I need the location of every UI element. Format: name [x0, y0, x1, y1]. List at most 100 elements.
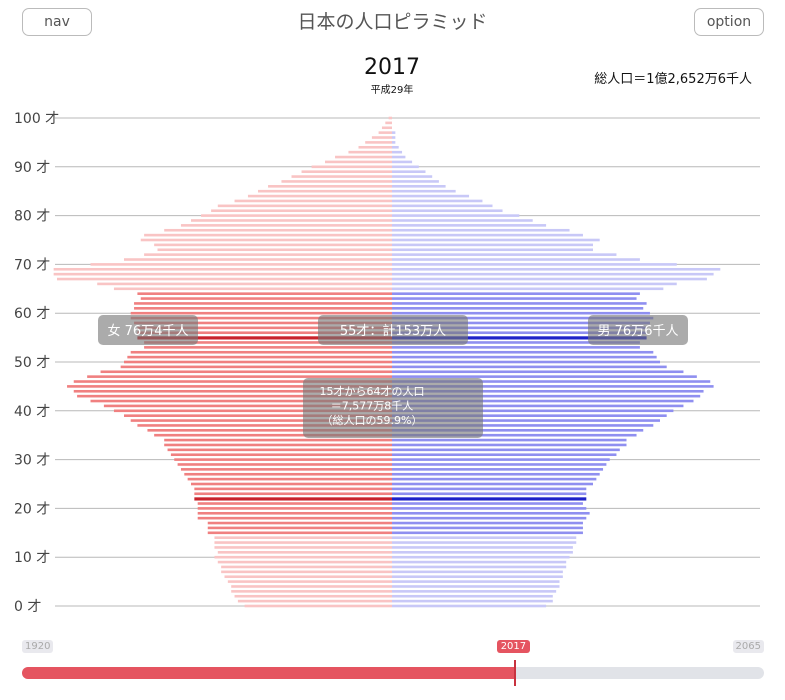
female-bar — [187, 477, 392, 481]
center-callout-label: 55才：計153万人 — [340, 323, 446, 339]
female-bar — [194, 487, 392, 491]
male-bar — [392, 560, 567, 564]
male-bar — [392, 604, 547, 608]
male-bar — [392, 521, 583, 525]
male-bar — [392, 541, 577, 544]
female-bar — [137, 292, 392, 295]
male-bar — [392, 385, 714, 388]
nav-button[interactable]: nav — [22, 8, 92, 36]
female-bar — [57, 277, 392, 281]
female-bar — [174, 458, 392, 461]
female-bar — [73, 380, 392, 383]
male-bar — [392, 482, 593, 486]
male-bar — [392, 155, 406, 159]
male-bar — [392, 370, 684, 374]
female-bar — [164, 438, 392, 442]
female-bar — [164, 443, 392, 447]
male-bar — [392, 555, 570, 559]
female-bar — [258, 189, 392, 193]
female-bar — [311, 165, 392, 169]
slider-track[interactable] — [22, 667, 764, 679]
female-bar — [113, 287, 392, 291]
female-bar — [137, 331, 392, 335]
y-tick-label: 0 才 — [14, 599, 41, 615]
male-bar — [392, 316, 654, 320]
female-bar — [197, 507, 392, 510]
male-bar — [392, 472, 600, 476]
slider-handle[interactable] — [513, 660, 516, 686]
female-bar — [301, 170, 392, 173]
working-age-line: ＝7,577万8千人 — [331, 400, 414, 413]
option-button[interactable]: option — [694, 8, 764, 36]
female-bar — [197, 511, 392, 515]
y-tick-label: 60 才 — [14, 306, 50, 322]
era-year: 平成29年 — [370, 85, 414, 96]
male-bar — [392, 594, 553, 598]
year-slider[interactable]: 1920 2065 2017 — [22, 640, 764, 690]
male-bar — [392, 590, 557, 593]
female-bar — [217, 204, 392, 208]
female-bar — [325, 160, 392, 164]
female-bar — [231, 590, 392, 593]
male-bar — [392, 565, 567, 569]
y-tick-label: 50 才 — [14, 355, 50, 371]
male-bar — [392, 511, 590, 515]
female-bar — [103, 404, 393, 408]
female-bar — [154, 243, 392, 247]
female-bar — [124, 360, 392, 364]
female-bar — [291, 175, 392, 178]
y-tick-label: 80 才 — [14, 209, 50, 225]
female-bar — [214, 536, 392, 539]
y-tick-label: 90 才 — [14, 160, 50, 176]
male-bar — [392, 175, 433, 178]
female-bar — [194, 497, 392, 501]
female-bar — [234, 199, 392, 203]
male-bar — [392, 233, 583, 237]
female-bar — [120, 365, 393, 369]
male-bar — [392, 272, 714, 276]
slider-max-label: 2065 — [732, 640, 764, 653]
female-bar — [385, 121, 392, 125]
female-bar — [134, 302, 393, 305]
female-bar — [234, 594, 392, 598]
male-bar — [392, 355, 657, 359]
female-bar — [157, 248, 392, 252]
male-bar — [392, 458, 610, 461]
working-age-line: 15才から64才の人口 — [320, 384, 425, 398]
male-bar — [392, 468, 604, 471]
male-bar — [392, 263, 677, 266]
female-bar — [124, 258, 392, 261]
female-bar — [247, 194, 392, 198]
female-bar — [130, 316, 392, 320]
female-bar — [348, 150, 392, 154]
male-bar — [392, 429, 644, 432]
female-bar — [217, 560, 392, 564]
female-bar — [73, 389, 392, 393]
male-bar — [392, 326, 647, 330]
female-bar — [164, 228, 392, 232]
male-bar — [392, 585, 560, 588]
male-bar — [392, 180, 439, 183]
female-bar — [221, 565, 392, 569]
population-pyramid-chart[interactable]: 0 才 10 才 20 才 30 才 40 才 50 才 60 才 70 才 80 才 90 才 1… — [0, 0, 785, 640]
male-bar — [392, 394, 701, 398]
center-callout-box — [318, 315, 468, 345]
male-bar — [392, 497, 587, 501]
callouts: 女 76万4千人 55才：計153万人 男 76万6千人 15才から64才の人口 ＝7,… — [98, 315, 688, 438]
female-callout-label: 女 76万4千人 — [108, 323, 189, 339]
y-tick-label: 40 才 — [14, 404, 50, 420]
male-bar — [392, 189, 456, 193]
male-bar — [392, 258, 640, 261]
female-bar — [180, 468, 392, 471]
male-bar — [392, 443, 627, 447]
y-tick-label: 20 才 — [14, 501, 50, 517]
male-bar — [392, 492, 587, 496]
male-bar — [392, 419, 660, 422]
female-bar — [87, 375, 393, 378]
male-bar — [392, 302, 647, 305]
male-bar — [392, 365, 667, 369]
male-bar — [392, 516, 587, 520]
male-bar — [392, 580, 560, 583]
male-bar — [392, 375, 697, 378]
female-bar — [371, 136, 392, 139]
